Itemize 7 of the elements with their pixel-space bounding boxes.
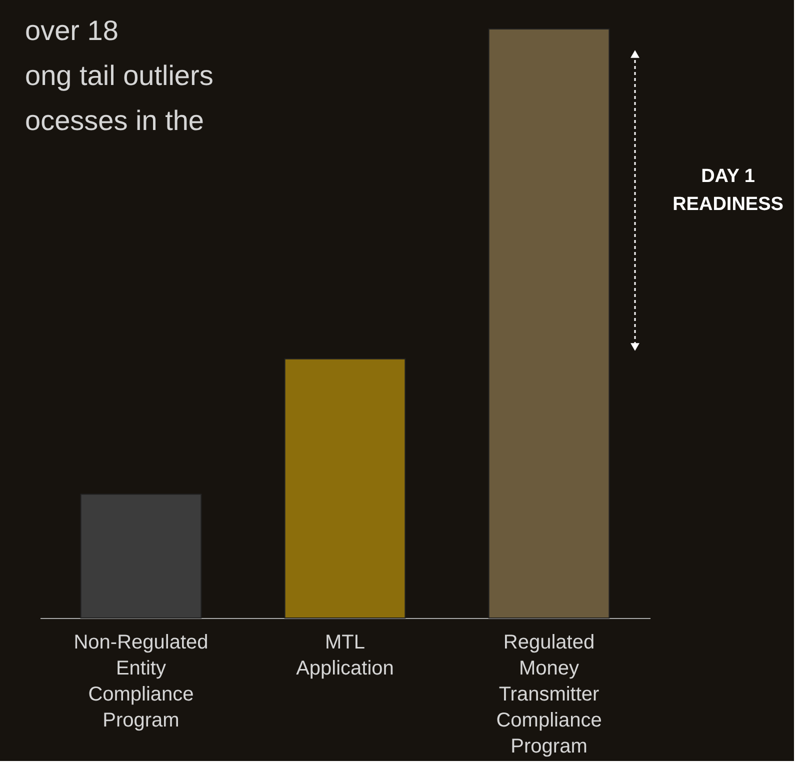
text: DAY 1 READINESS [672,166,784,215]
annotation: over 18 [25,15,118,46]
x-tick-label: Non-Regulated Entity Compliance Program [74,632,208,732]
x-tick-label: MTL Application [296,632,394,680]
annotation: ong tail outliers [25,60,214,91]
x-tick-label: Regulated Money Transmitter Compliance Program [496,632,602,758]
annotation: ocesses in the [25,105,204,136]
